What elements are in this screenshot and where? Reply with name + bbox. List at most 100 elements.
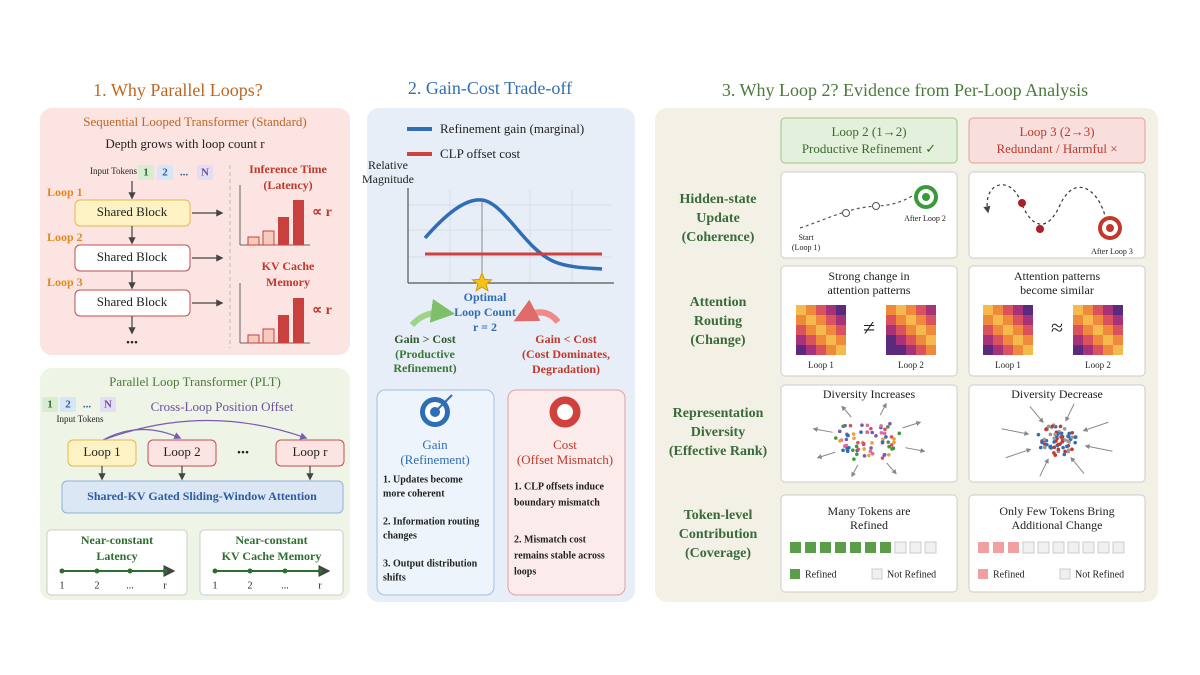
curve xyxy=(423,198,603,271)
legend-label: Refinement gain (marginal) xyxy=(440,121,584,136)
dot xyxy=(1056,442,1061,447)
dot xyxy=(1070,447,1074,452)
dot xyxy=(845,433,850,437)
heatmap-cell xyxy=(916,305,926,315)
heatmap-cell xyxy=(1013,325,1023,335)
legend-swatch xyxy=(871,568,883,580)
heatmap-cell xyxy=(1003,325,1013,335)
heatmap-cell xyxy=(1093,305,1103,315)
loop-label: Loop 1 xyxy=(47,185,83,199)
heatmap-cell xyxy=(806,325,816,335)
label: Only Few Tokens Bring xyxy=(999,504,1114,518)
heatmap-cell xyxy=(993,305,1003,315)
dot xyxy=(94,568,100,574)
panel-title: 2. Gain-Cost Trade-off xyxy=(408,78,572,98)
axis-tick: r xyxy=(163,580,167,591)
token-square xyxy=(850,542,861,553)
heatmap-cell xyxy=(796,325,806,335)
legend-label: Refined xyxy=(993,569,1025,580)
dot xyxy=(881,437,885,441)
connector xyxy=(1005,448,1032,459)
dot xyxy=(1056,447,1061,452)
label: After Loop 3 xyxy=(1091,247,1133,256)
label: Loop 3 (2→3) xyxy=(1019,124,1094,139)
card-item: changes xyxy=(383,530,417,541)
label: Start xyxy=(798,233,814,242)
token-square xyxy=(978,542,989,553)
card-item: 2. Information routing xyxy=(383,516,479,527)
heatmap-cell xyxy=(1023,345,1033,355)
label: (Refinement) xyxy=(400,452,469,467)
connector xyxy=(434,394,453,413)
row-label: Hidden-state xyxy=(680,192,757,207)
label: Refinement) xyxy=(393,361,456,375)
loop-label: Loop 1 xyxy=(83,444,120,459)
cell xyxy=(780,384,958,483)
heatmap-cell xyxy=(826,325,836,335)
axis-tick: r xyxy=(318,580,322,591)
heatmap-cell xyxy=(1113,345,1123,355)
dot xyxy=(1036,225,1044,233)
token-square xyxy=(1008,542,1019,553)
column-header xyxy=(968,117,1146,164)
dot xyxy=(856,447,861,452)
label: become similar xyxy=(1020,283,1094,297)
label: Inference Time xyxy=(249,162,327,176)
token-square xyxy=(790,542,801,553)
dot xyxy=(844,443,849,448)
label: Productive Refinement ✓ xyxy=(802,141,936,156)
dot xyxy=(892,440,896,445)
label: Gain < Cost xyxy=(535,332,597,346)
dot xyxy=(867,453,871,458)
dot xyxy=(1059,431,1064,436)
panel-title: 1. Why Parallel Loops? xyxy=(93,80,263,100)
gain-card xyxy=(376,389,495,596)
heatmap-cell xyxy=(1093,315,1103,325)
bar-icon xyxy=(247,334,260,344)
card-item: 2. Mismatch cost xyxy=(514,534,587,545)
heatmap-cell xyxy=(806,335,816,345)
legend-label: Not Refined xyxy=(1075,569,1124,580)
heatmap-cell xyxy=(983,335,993,345)
dot xyxy=(870,452,875,456)
dot xyxy=(1042,437,1047,442)
card-item: more coherent xyxy=(383,488,445,499)
heatmap-cell xyxy=(796,315,806,325)
dot xyxy=(1045,442,1049,447)
token-square xyxy=(1112,541,1125,554)
cell xyxy=(968,171,1146,259)
token: ... xyxy=(180,167,189,179)
axis-tick: ... xyxy=(281,580,289,591)
label: Diversity Increases xyxy=(823,387,916,401)
connector xyxy=(879,402,887,416)
dot xyxy=(888,421,892,426)
label: Memory xyxy=(266,275,310,289)
map-label: Loop 2 xyxy=(898,360,924,370)
summary-box xyxy=(46,529,188,596)
connector xyxy=(812,427,833,433)
dot xyxy=(1042,445,1047,450)
dot xyxy=(855,452,859,457)
dot xyxy=(869,446,873,450)
dot xyxy=(886,453,891,457)
heatmap-cell xyxy=(836,325,846,335)
dot xyxy=(212,568,218,574)
block-label: Shared Block xyxy=(97,294,168,309)
row-label: (Change) xyxy=(690,333,746,348)
heatmap-cell xyxy=(806,315,816,325)
token-box xyxy=(157,165,173,180)
dot xyxy=(1067,440,1072,444)
token: ... xyxy=(83,399,92,411)
legend-label: Not Refined xyxy=(887,569,936,580)
connector xyxy=(841,405,852,418)
heatmap-cell xyxy=(1003,335,1013,345)
label: Input Tokens xyxy=(57,414,104,424)
heatmap-cell xyxy=(816,305,826,315)
heatmap-cell xyxy=(826,345,836,355)
heatmap-cell xyxy=(1073,325,1083,335)
heatmap-cell xyxy=(1003,315,1013,325)
bar-icon xyxy=(278,315,289,343)
heatmap-cell xyxy=(836,305,846,315)
token-square xyxy=(880,542,891,553)
dot xyxy=(1073,440,1077,445)
